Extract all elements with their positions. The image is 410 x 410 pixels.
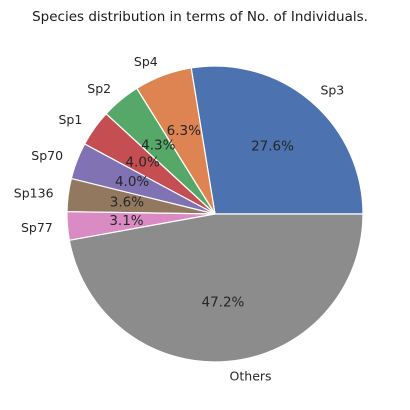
chart-title: Species distribution in terms of No. of …: [32, 9, 368, 25]
category-label-others: Others: [230, 369, 272, 384]
category-label-sp136: Sp136: [14, 186, 54, 201]
percent-label-sp2: 4.3%: [141, 138, 175, 154]
category-label-sp70: Sp70: [31, 148, 63, 163]
pie-slices: [66, 65, 364, 363]
percent-label-sp4: 6.3%: [167, 123, 201, 139]
category-label-sp3: Sp3: [320, 82, 344, 97]
percent-label-sp3: 27.6%: [251, 138, 294, 154]
pie-slice-sp3: [190, 65, 364, 215]
percent-label-sp1: 4.0%: [125, 155, 159, 171]
category-label-sp4: Sp4: [134, 54, 158, 69]
percent-label-others: 47.2%: [201, 294, 244, 310]
category-label-sp1: Sp1: [59, 112, 83, 127]
category-label-sp77: Sp77: [21, 220, 53, 235]
category-label-sp2: Sp2: [87, 81, 111, 96]
percent-labels: 27.6%6.3%4.3%4.0%4.0%3.6%3.1%47.2%: [109, 123, 294, 311]
percent-label-sp136: 3.6%: [110, 195, 144, 211]
percent-label-sp70: 4.0%: [115, 174, 149, 190]
percent-label-sp77: 3.1%: [109, 213, 143, 229]
category-labels: Sp3 Sp4 Sp2 Sp1 Sp70 Sp136 Sp77 Others: [14, 54, 344, 384]
pie-slice-others: [68, 213, 364, 363]
